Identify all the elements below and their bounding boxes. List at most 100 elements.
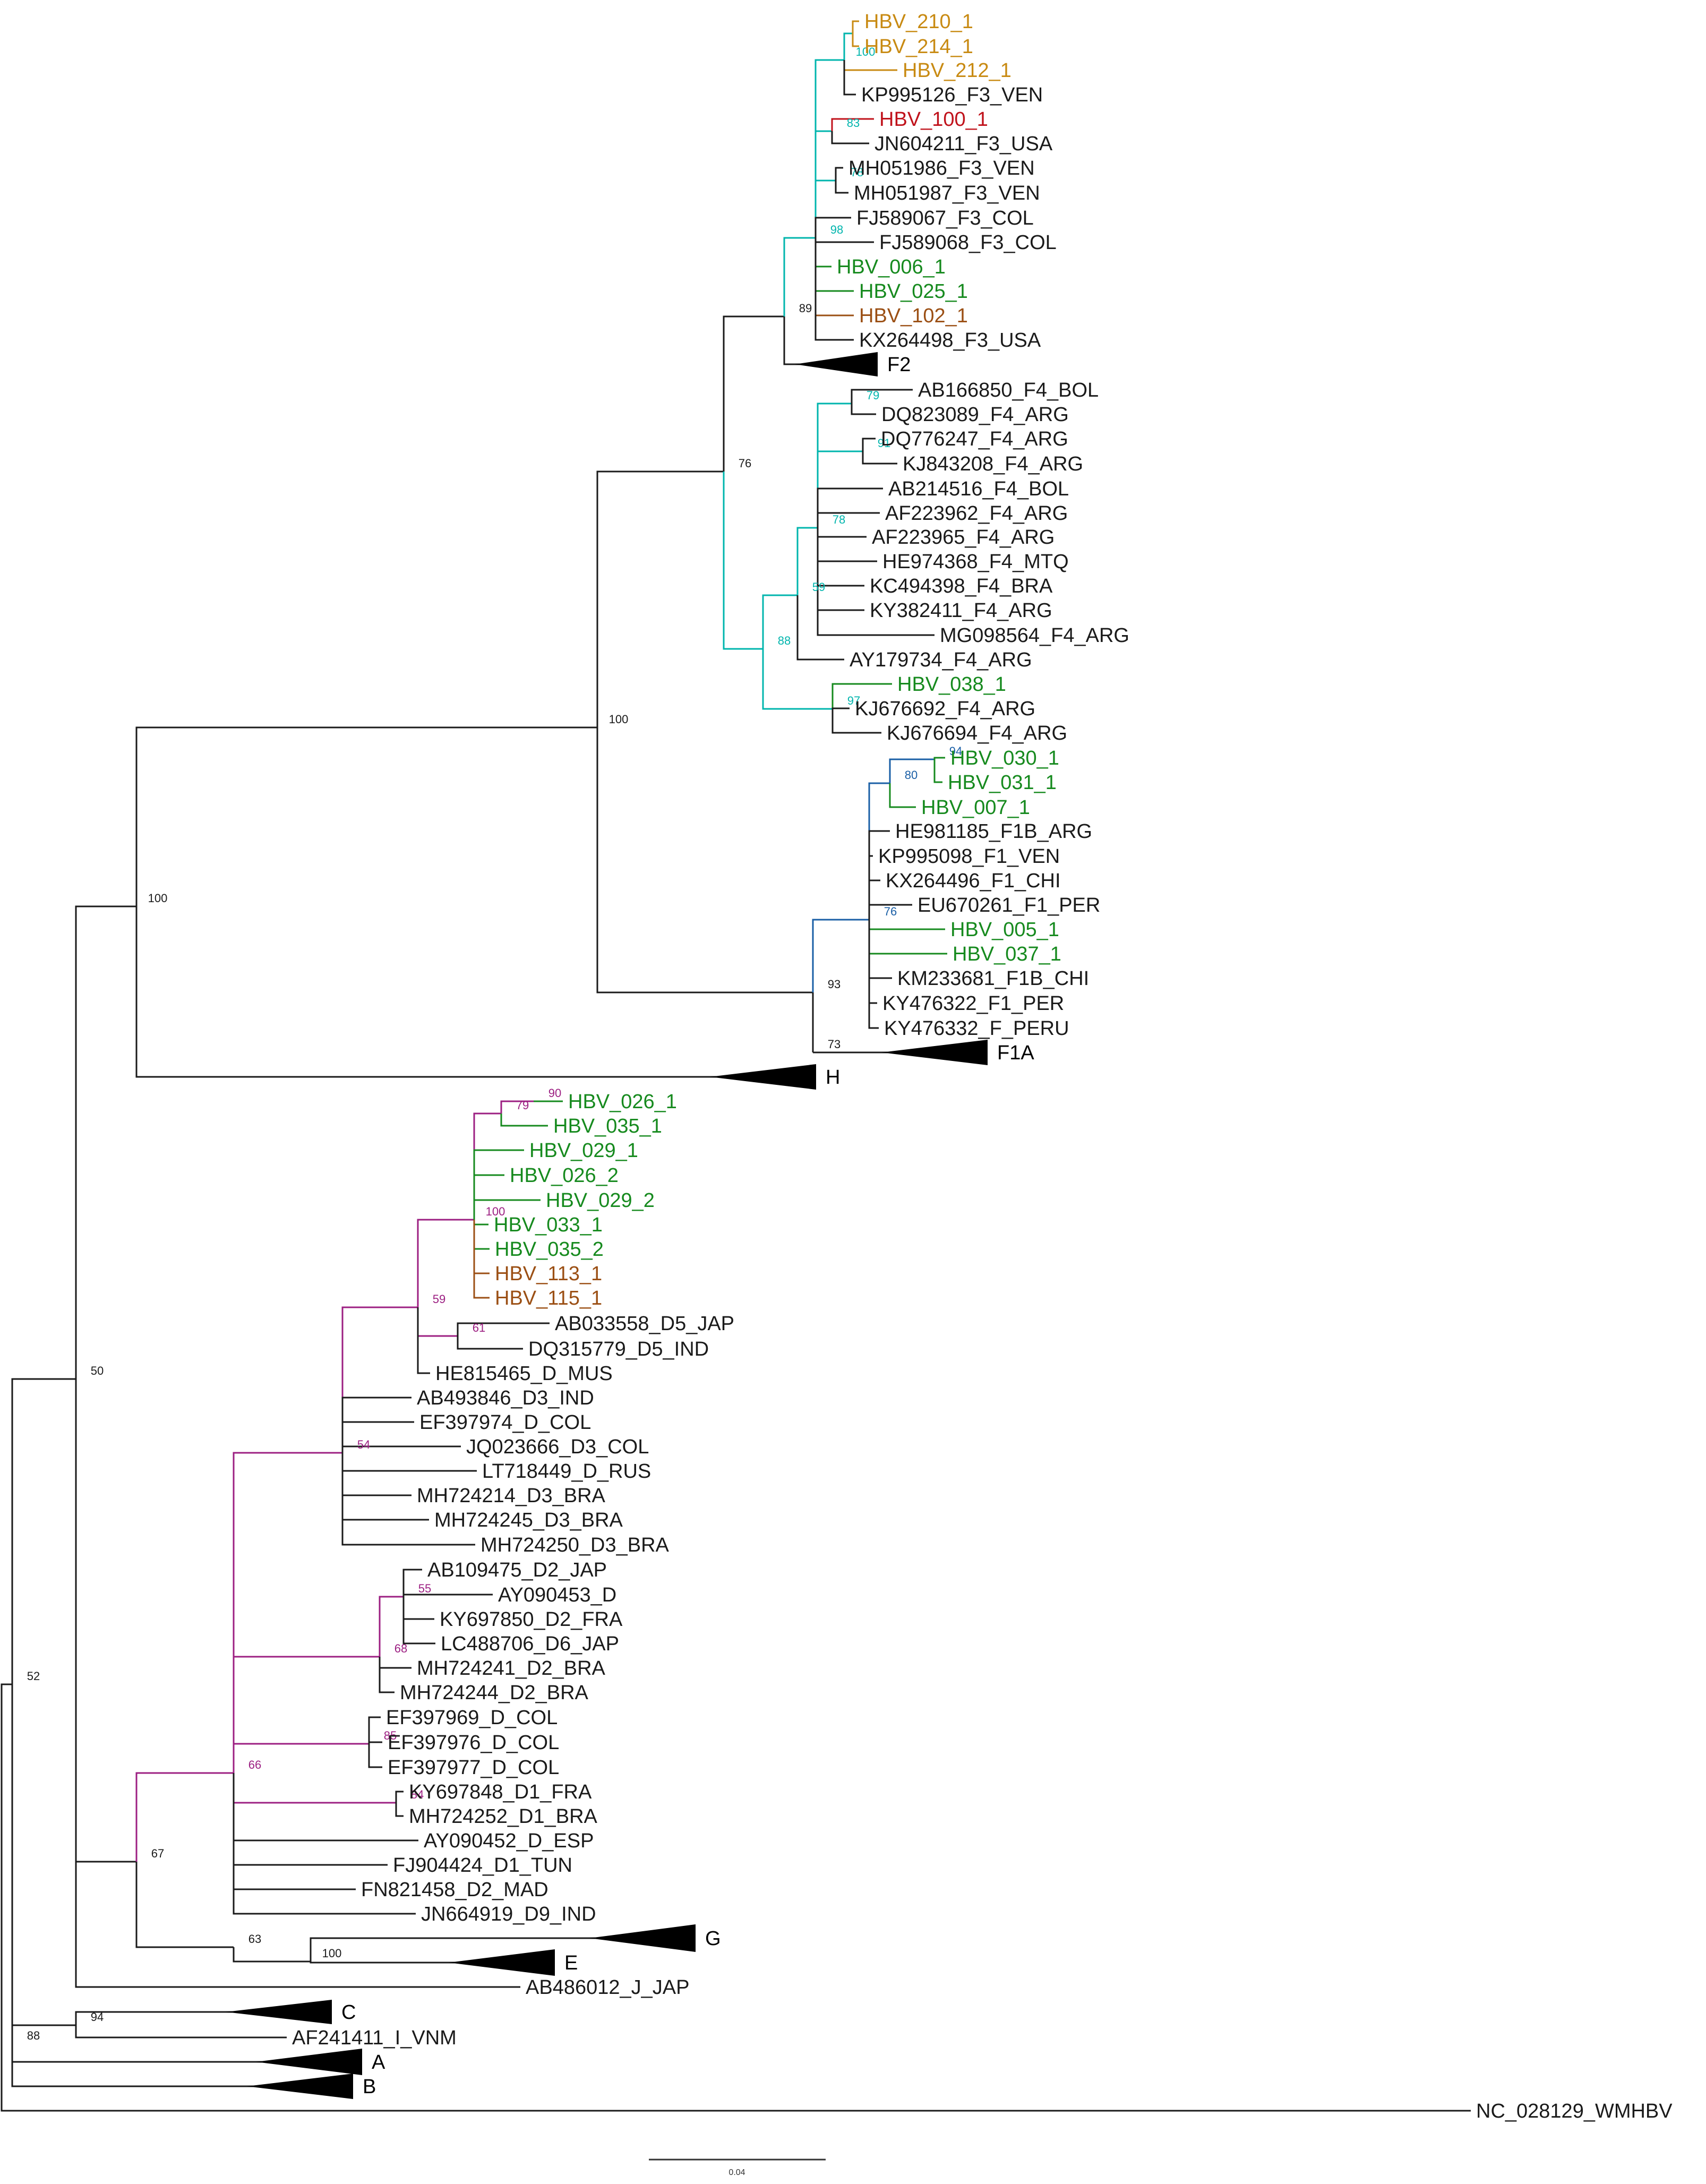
branch-JQ023666_D3_COL [341,1445,461,1453]
support-n79b: 79 [516,1099,529,1112]
support-n88b: 88 [27,2029,40,2042]
taxon-label: KY697848_D1_FRA [409,1781,592,1803]
branch-LT718449_D_RUS [341,1453,477,1472]
taxon-label: AB109475_D2_JAP [427,1559,607,1581]
branch-AF241411_I_VNM [75,2025,287,2039]
clade-label-E: E [564,1952,578,1974]
support-n54: 54 [357,1438,370,1451]
branch-EF397974_D_COL [341,1421,414,1453]
branch-KY476332_F_PERU [868,920,879,1029]
taxon-label: FN821458_D2_MAD [361,1879,548,1901]
branch-n68 [233,1656,380,1773]
taxon-label: HBV_033_1 [494,1214,603,1236]
taxon-label: HBV_037_1 [953,943,1061,965]
branch-AB493846_D3_IND [341,1397,412,1453]
clade-label-H: H [826,1066,840,1089]
branch-n76 [596,470,724,727]
taxon-label: AF223965_F4_ARG [872,526,1055,549]
taxon-label: MH724252_D1_BRA [409,1805,598,1828]
collapsed-clade-C [226,2000,332,2024]
branch-AB166850_F4_BOL [851,389,913,404]
branch-B [11,1684,353,2087]
support-n66: 66 [248,1758,261,1771]
branch-n78b [796,527,818,595]
taxon-label: FJ904424_D1_TUN [393,1854,572,1877]
branch-n98 [783,237,816,316]
taxon-label: HBV_214_1 [864,36,973,58]
branch-AF223965_F4_ARG [817,528,867,538]
support-n68: 68 [395,1642,407,1655]
branch-G [310,1937,696,1962]
support-n73: 73 [828,1038,841,1051]
branch-n100d [417,1219,474,1307]
support-n61: 61 [473,1321,485,1334]
taxon-label: KY382411_F4_ARG [870,599,1052,622]
support-n55: 55 [418,1582,431,1595]
support-n94b: 94 [91,2010,104,2024]
taxon-label: HBV_025_1 [859,280,968,303]
branch-KY697848_D1_FRA [395,1791,404,1803]
branch-n83 [815,130,832,238]
clade-label-B: B [363,2076,376,2098]
branch-n94 [889,758,935,783]
taxon-label: MH724244_D2_BRA [400,1682,589,1704]
branch-HBV_214_1 [852,33,859,47]
taxon-label: AY179734_F4_ARG [850,649,1032,671]
taxon-label: HE981185_F1B_ARG [895,820,1092,843]
taxon-label: HBV_026_1 [568,1091,677,1113]
support-n100a: 100 [148,892,168,905]
branch-AY090452_D_ESP [233,1773,418,1842]
clade-label-F2: F2 [887,354,911,376]
branch-n50 [11,1378,76,1684]
taxon-label: AF223962_F4_ARG [885,502,1068,525]
taxon-label: KP995126_F3_VEN [861,84,1043,106]
support-n63: 63 [248,1932,261,1946]
branch-DQ823089_F4_ARG [851,404,876,415]
taxon-label: JN604211_F3_USA [875,133,1053,155]
taxon-label: HBV_212_1 [903,59,1011,82]
branch-HE974368_F4_MTQ [817,528,877,562]
taxon-label: MG098564_F4_ARG [940,624,1129,647]
branch-n84 [233,1773,396,1804]
branch-KJ676694_F4_ARG [831,709,881,734]
clade-label-A: A [372,2051,385,2074]
branch-n88 [723,472,763,650]
support-n84: 84 [411,1788,424,1801]
taxon-label: HBV_005_1 [950,919,1059,941]
support-n94: 94 [949,744,962,758]
taxon-label: AB493846_D3_IND [417,1387,594,1409]
taxon-label: MH051987_F3_VEN [854,182,1040,204]
taxon-label: HBV_029_2 [546,1189,655,1212]
branch-HBV_031_1 [933,759,942,783]
branch-n67 [75,1379,136,1863]
support-n85: 85 [384,1729,397,1742]
taxon-label: LC488706_D6_JAP [441,1633,619,1655]
taxon-label: KY476332_F_PERU [884,1017,1069,1040]
taxon-label: AB214516_F4_BOL [888,478,1069,500]
branch-KY476322_F1_PER [868,920,877,1004]
branch-AB214516_F4_BOL [817,487,883,528]
support-n67: 67 [151,1847,164,1860]
branch-MH724244_D2_BRA [379,1657,395,1693]
branch-HBV_005_1 [868,920,945,930]
taxon-label: FJ589067_F3_COL [856,207,1034,229]
branch-n1 [843,32,853,60]
taxon-label: EF397974_D_COL [419,1411,591,1434]
support-n90: 90 [548,1086,561,1100]
scale-bar-label: 0.04 [728,2168,745,2177]
taxon-label: EF397976_D_COL [388,1732,559,1754]
branch-n97 [762,649,833,710]
taxon-label: KY697850_D2_FRA [440,1608,623,1631]
support-n78b: 78 [833,513,845,526]
collapsed-clade-E [449,1949,555,1976]
branch-JN604211_F3_USA [831,131,869,144]
branch-nGE [233,1947,311,1963]
support-n83: 83 [847,116,860,130]
collapsed-clade-H [710,1064,816,1090]
taxon-label: KM233681_F1B_CHI [897,967,1089,990]
support-n93: 93 [828,978,841,991]
branch-HBV_007_1 [889,783,916,808]
scale-bar: 0.04 [649,2159,826,2177]
branch-HBV_212_1 [843,60,897,71]
